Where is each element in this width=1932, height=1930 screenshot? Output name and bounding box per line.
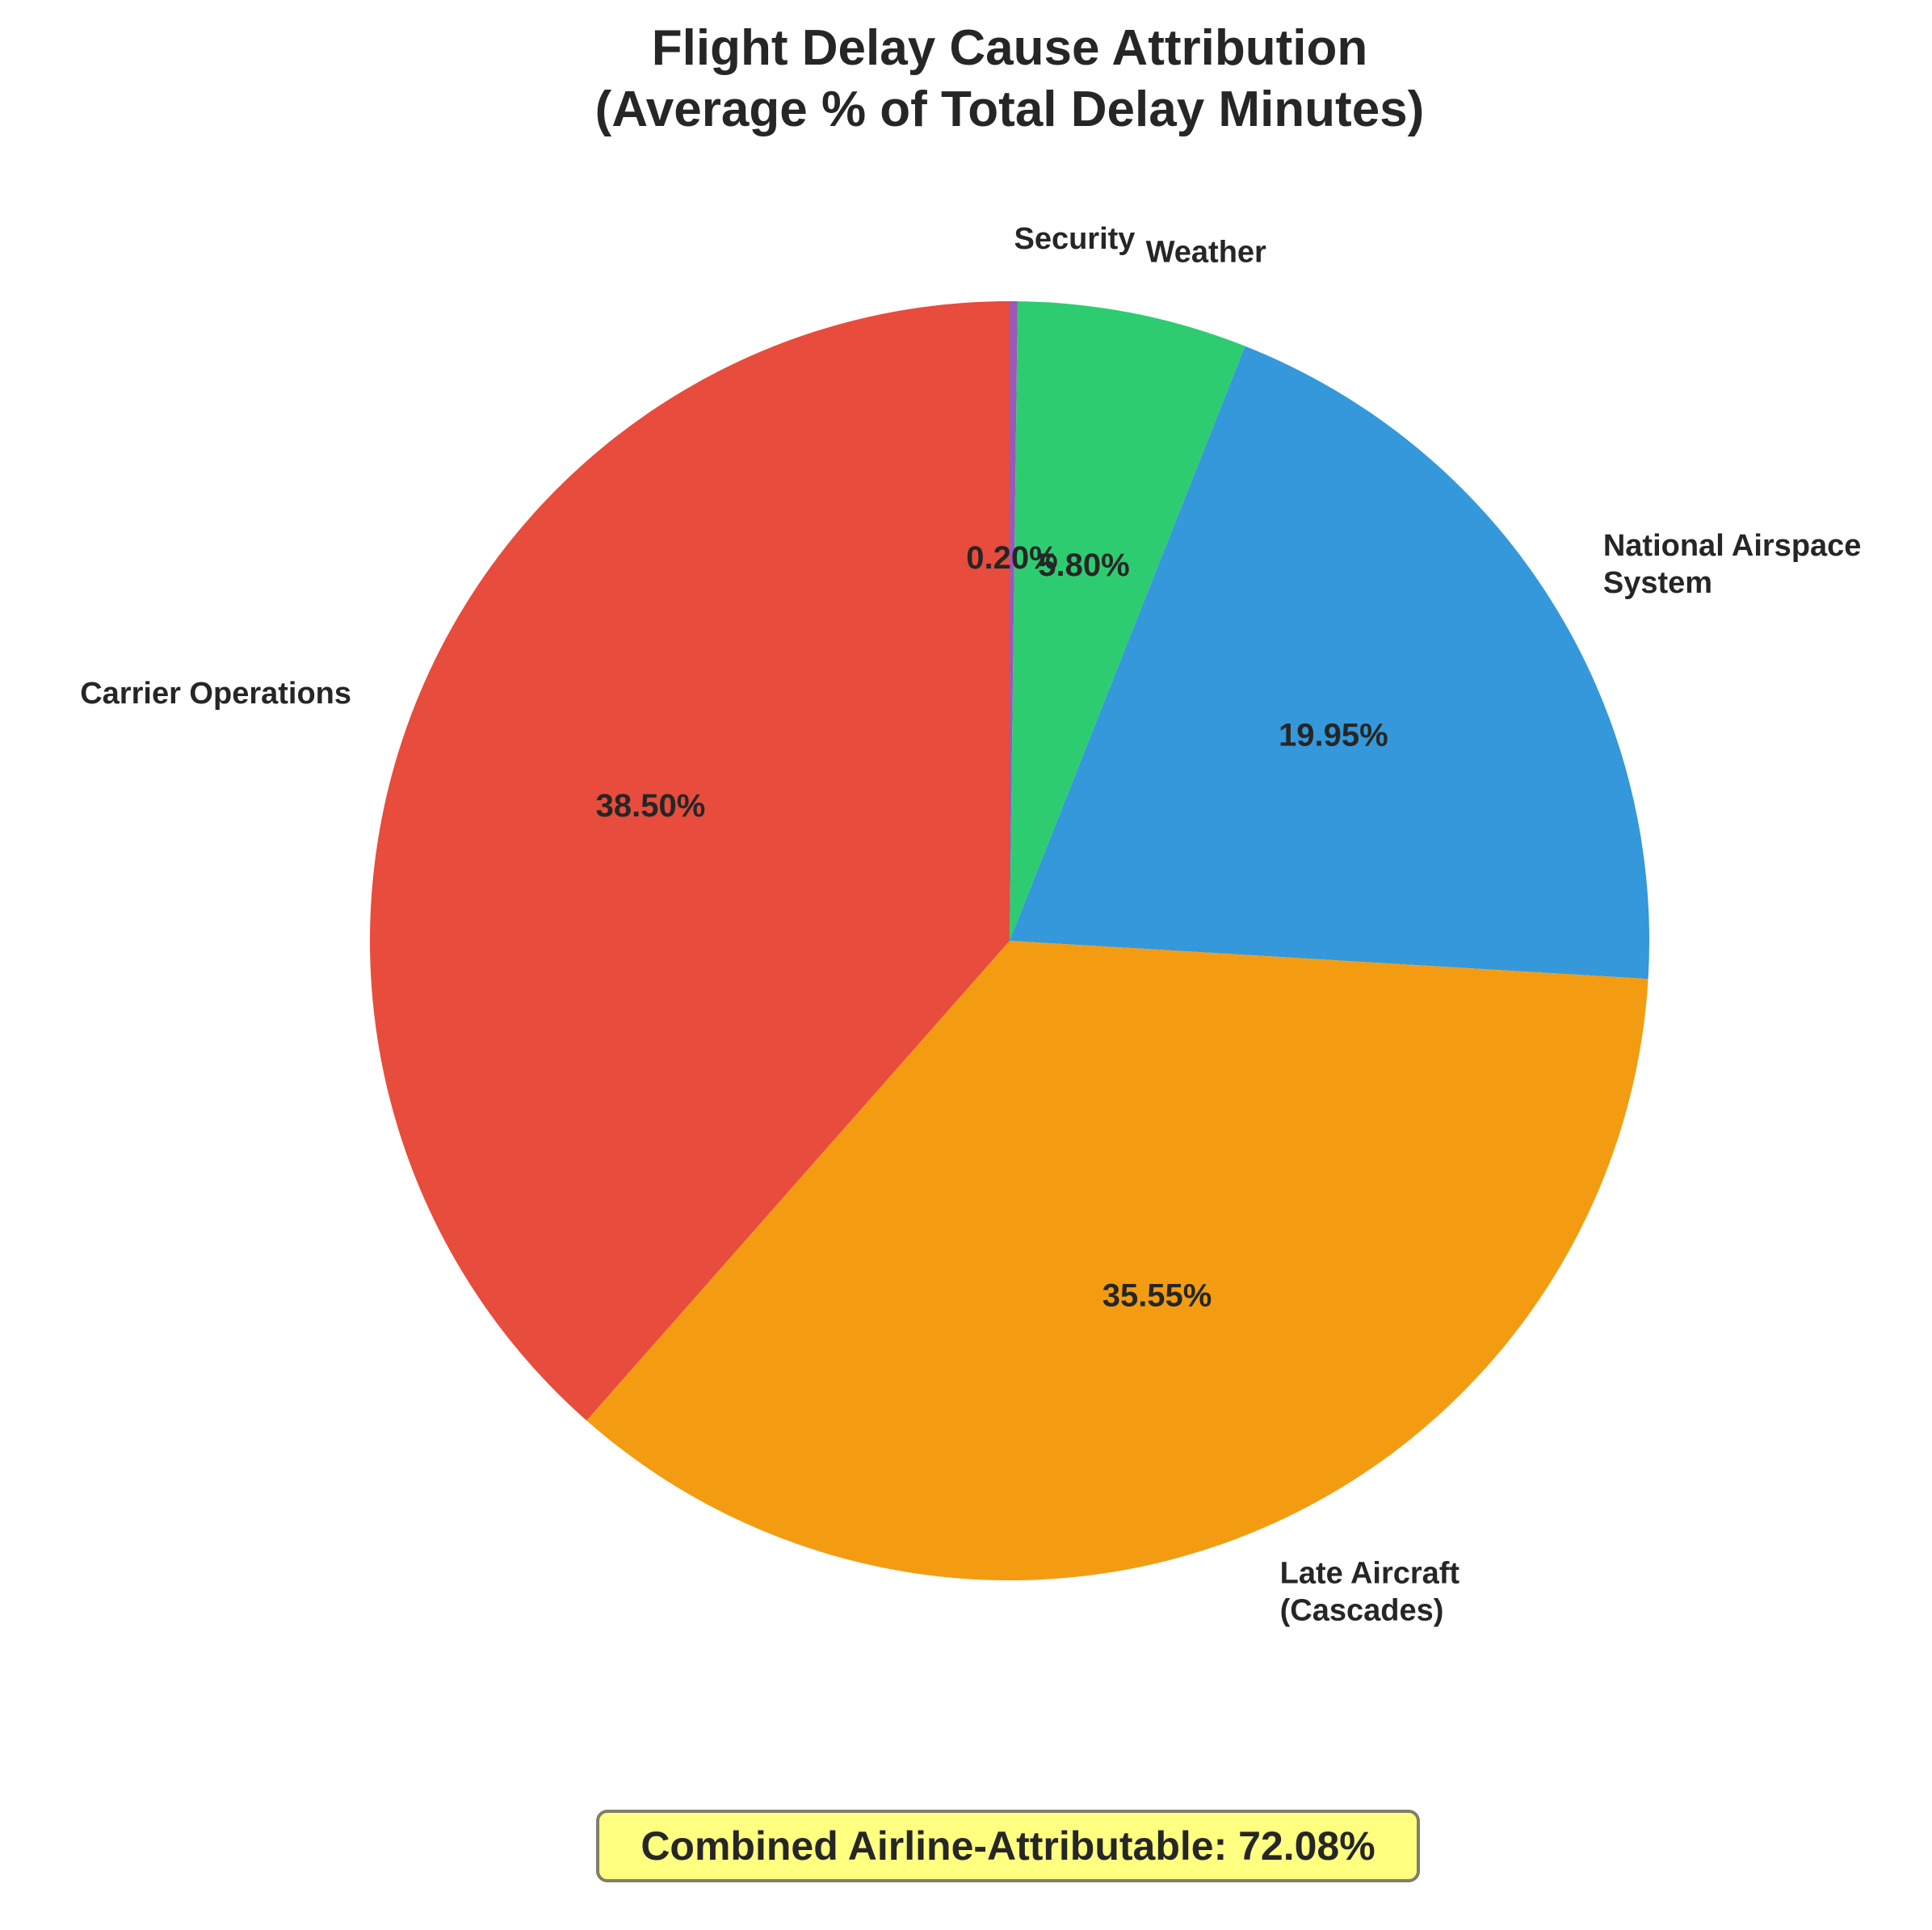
slice-label-line: (Cascades) bbox=[1280, 1593, 1444, 1627]
combined-note-text: Combined Airline-Attributable: 72.08% bbox=[640, 1823, 1375, 1869]
slice-percent-national-airspace-system: 19.95% bbox=[1279, 718, 1388, 753]
slice-percent-carrier-operations: 38.50% bbox=[596, 788, 706, 824]
slice-percent-security: 0.20% bbox=[966, 540, 1057, 576]
slice-label-late-aircraft-cascades: Late Aircraft (Cascades) bbox=[1280, 1556, 1460, 1627]
slice-label-line: System bbox=[1603, 566, 1712, 600]
slice-label-line: Weather bbox=[1146, 235, 1266, 269]
combined-note: Combined Airline-Attributable: 72.08% bbox=[596, 1810, 1420, 1882]
combined-note-box bbox=[596, 1810, 1420, 1882]
slice-label-weather: Weather bbox=[1146, 235, 1266, 269]
chart-title-line-2: (Average % of Total Delay Minutes) bbox=[595, 82, 1425, 137]
slice-label-carrier-operations: Carrier Operations bbox=[80, 677, 351, 711]
slice-label-security: Security bbox=[1014, 222, 1135, 256]
chart-title: Flight Delay Cause Attribution (Average … bbox=[595, 20, 1425, 137]
chart-title-line-1: Flight Delay Cause Attribution bbox=[652, 20, 1367, 76]
pie-slice-late-aircraft-cascades bbox=[586, 941, 1648, 1580]
slice-percent-weather: 5.80% bbox=[1038, 548, 1129, 583]
slice-label-line: Carrier Operations bbox=[80, 677, 351, 711]
pie-slice-weather bbox=[1010, 301, 1245, 942]
pie-slices bbox=[370, 301, 1649, 1580]
slice-label-line: National Airspace bbox=[1603, 529, 1862, 563]
slice-label-line: Security bbox=[1014, 222, 1135, 256]
slice-labels: Security Weather National Airspace System La… bbox=[80, 222, 1861, 1628]
pie-slice-security bbox=[1010, 301, 1018, 941]
slice-label-line: Late Aircraft bbox=[1280, 1556, 1460, 1590]
pie-slice-carrier-operations bbox=[370, 301, 1010, 1421]
slice-label-national-airspace-system: National Airspace System bbox=[1603, 529, 1862, 600]
slice-percent-late-aircraft-cascades: 35.55% bbox=[1102, 1278, 1212, 1314]
slice-percent-labels: 0.20%5.80% 19.95% 35.55% 38.50% bbox=[596, 540, 1388, 1314]
pie-slice-national-airspace-system bbox=[1010, 346, 1649, 980]
